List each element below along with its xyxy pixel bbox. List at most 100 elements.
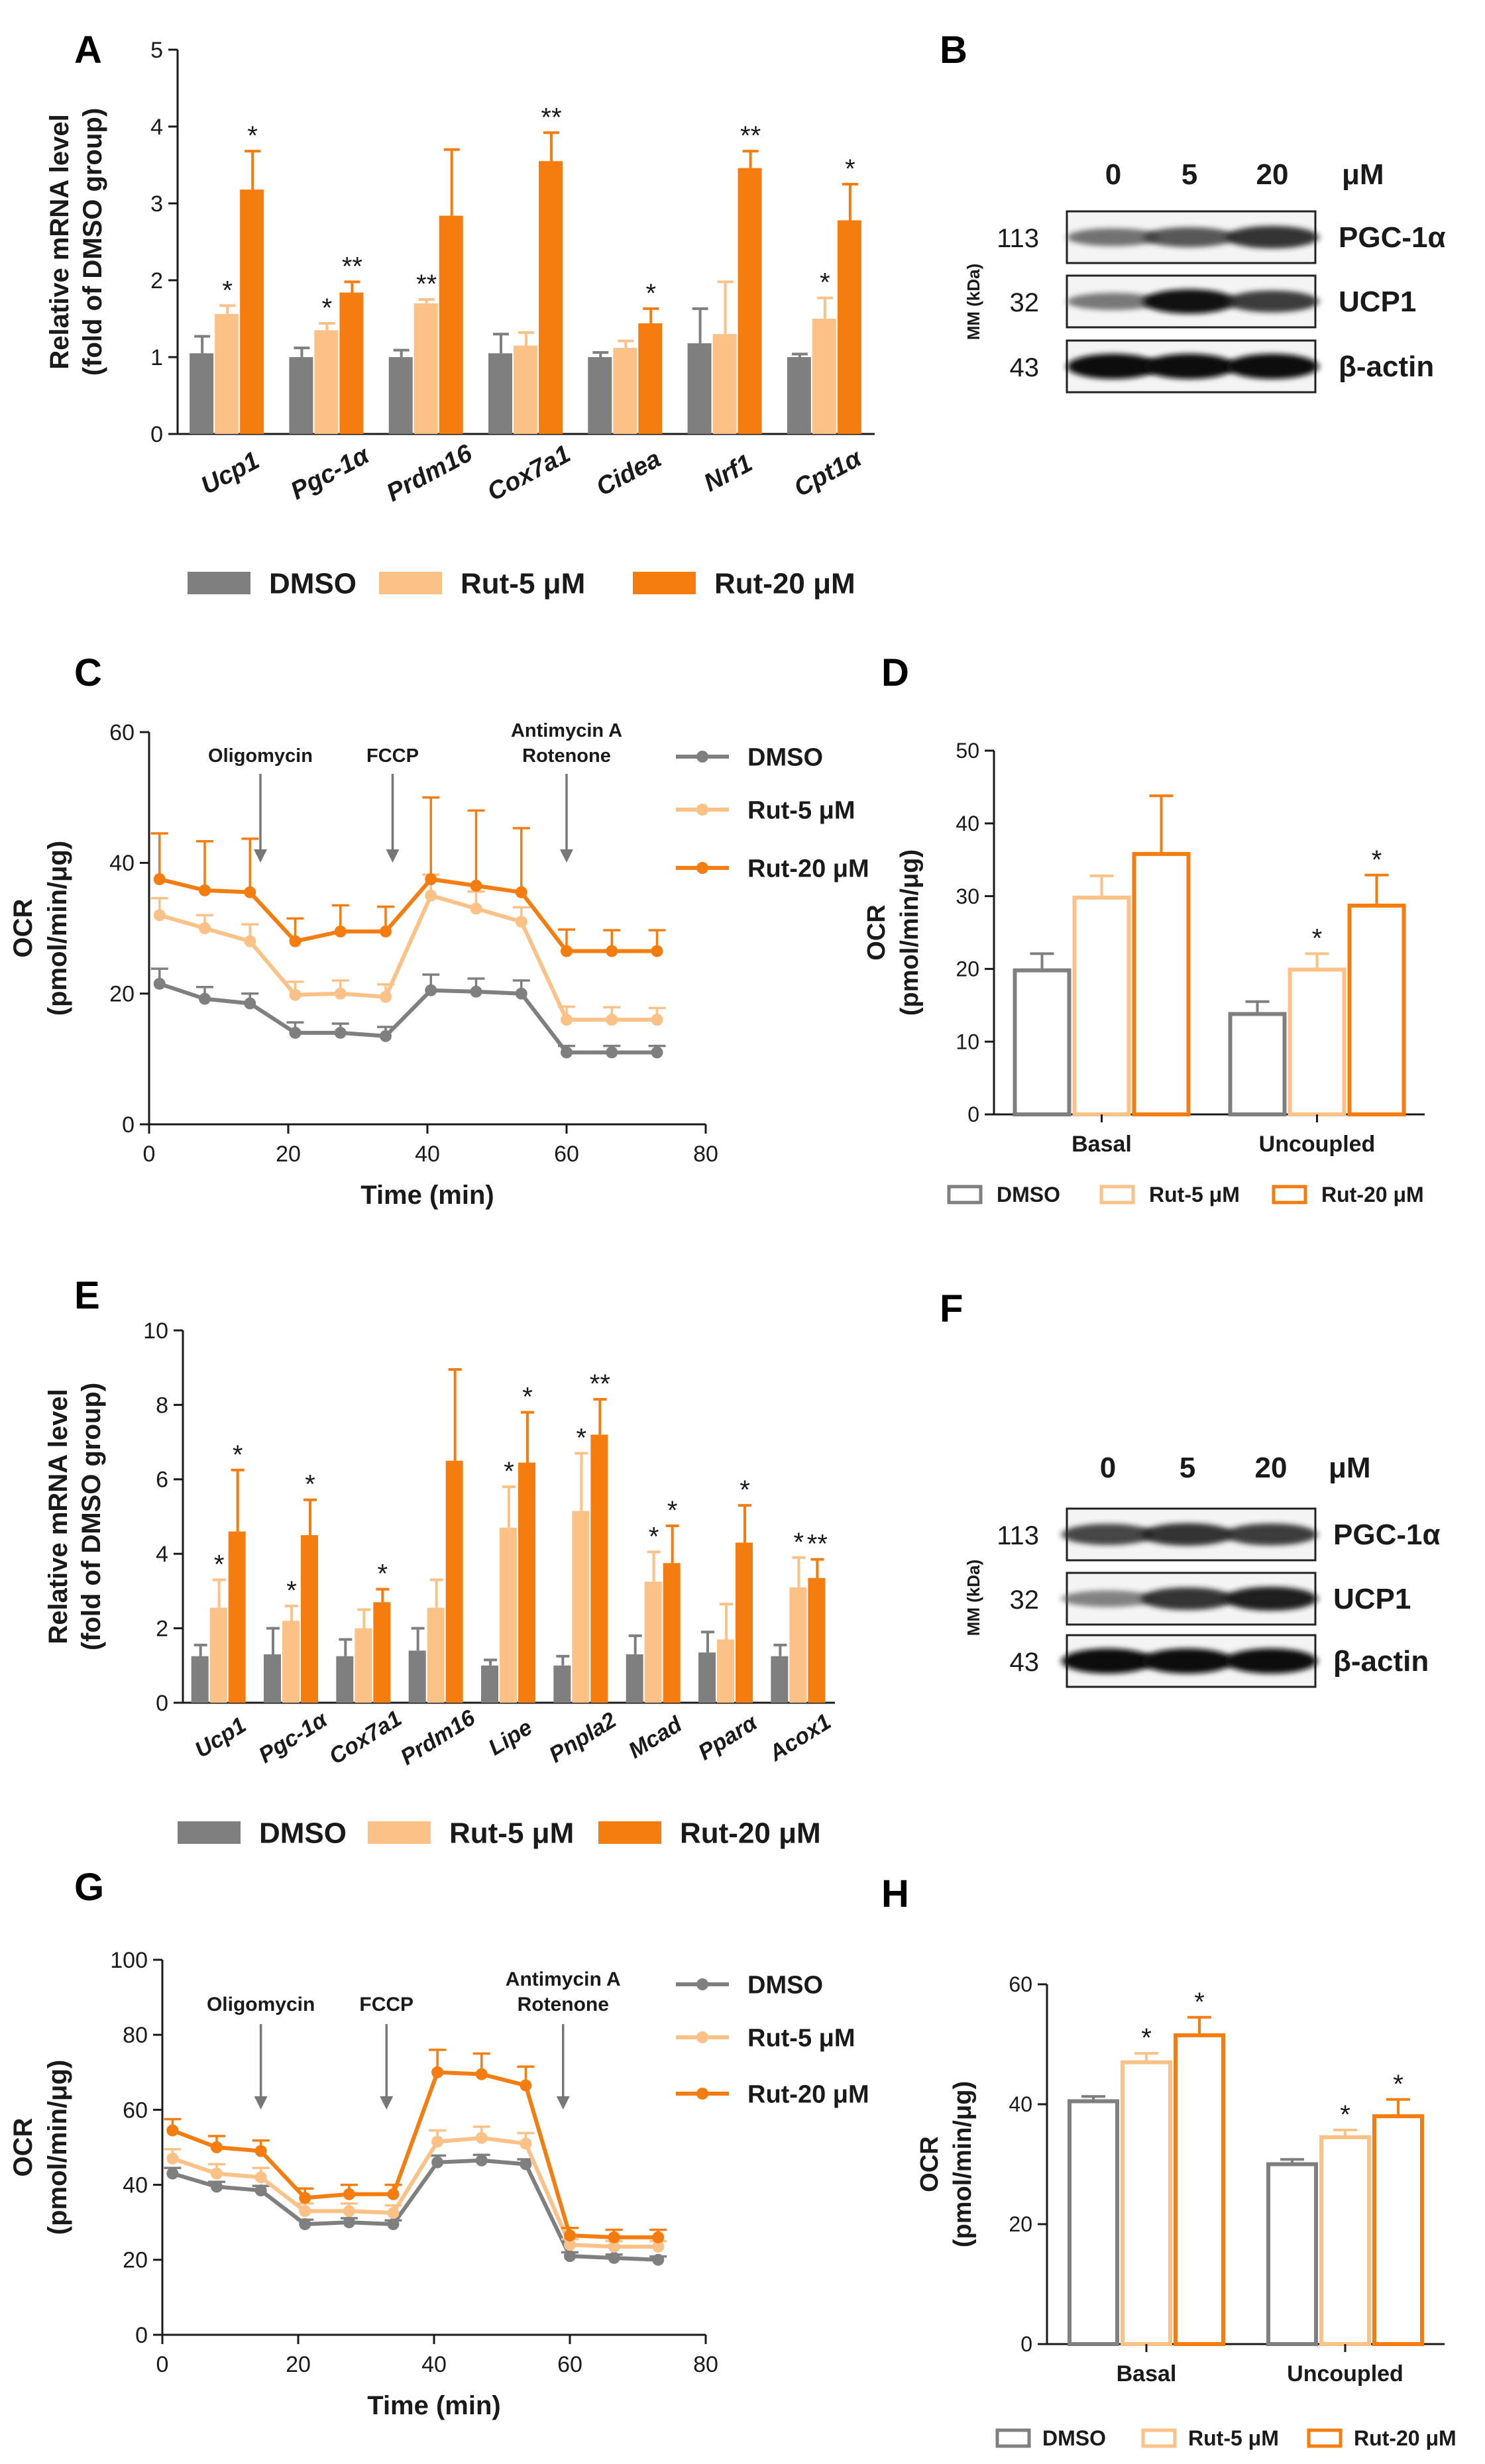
data-point: [515, 987, 527, 1000]
bar: [1072, 895, 1131, 1117]
molecular-weight-label: 113: [997, 1521, 1039, 1550]
legend-label-0: DMSO: [997, 1183, 1060, 1206]
y-axis-label: OCR: [916, 2136, 944, 2192]
data-point: [153, 977, 166, 990]
bar: [445, 1460, 463, 1703]
protein-band: [1225, 1523, 1317, 1546]
bar: [209, 1607, 227, 1703]
y-tick-label: 2: [156, 1617, 168, 1642]
significance-star: **: [807, 1530, 828, 1559]
protein-label: β-actin: [1333, 1645, 1429, 1678]
significance-star: *: [286, 1576, 297, 1605]
x-tick-label: Ucp1: [197, 447, 264, 500]
data-point: [199, 884, 211, 896]
significance-star: *: [649, 1522, 659, 1551]
bar: [1068, 2099, 1119, 2347]
protein-band: [1143, 289, 1236, 314]
dose-label: 0: [1105, 158, 1121, 191]
y-tick-label: 20: [109, 982, 135, 1007]
molecular-weight-label: 113: [997, 224, 1039, 253]
x-tick-label: Nrf1: [700, 449, 757, 498]
dose-unit: μM: [1342, 158, 1384, 191]
y-axis-label: (fold of DMSO group): [77, 1383, 106, 1650]
legend-label-0: DMSO: [747, 1971, 823, 1999]
x-tick-label: Acox1: [764, 1709, 836, 1767]
data-point: [431, 2156, 444, 2169]
dose-label: 5: [1182, 158, 1197, 191]
protein-band: [1062, 1648, 1154, 1674]
data-point: [254, 2184, 267, 2197]
significance-star: **: [541, 103, 561, 132]
y-tick-label: 3: [150, 191, 163, 217]
panel-letter-a: A: [74, 28, 102, 72]
legend-swatch-0: [178, 1821, 241, 1844]
mm-axis-label: MM (kDa): [963, 264, 983, 341]
protein-band: [1141, 1648, 1234, 1674]
protein-band: [1141, 1587, 1234, 1610]
y-tick-label: 30: [956, 884, 979, 908]
bar: [1132, 851, 1191, 1117]
data-point: [651, 1014, 663, 1026]
x-tick-label: 60: [554, 1142, 579, 1167]
data-point: [652, 2240, 665, 2253]
significance-star: *: [845, 154, 855, 184]
y-tick-label: 4: [156, 1542, 168, 1567]
significance-star: **: [590, 1369, 610, 1399]
injection-label: FCCP: [359, 1994, 413, 2015]
x-tick-label: Pnpla2: [545, 1707, 621, 1768]
legend-label-1: Rut-5 μM: [747, 796, 855, 824]
bar: [588, 357, 612, 434]
data-point: [520, 2137, 532, 2150]
panel-d-ocr-bar-chart: 0 10 20 30 40 50 Basal * * Uncoupled OCR (pmol/min/…: [863, 739, 1425, 1206]
legend-label-0: DMSO: [747, 743, 823, 771]
injection-label: Rotenone: [518, 1994, 609, 2015]
bar: [488, 353, 512, 434]
x-tick-label: Basal: [1117, 2361, 1177, 2386]
panel-letter-d: D: [881, 651, 909, 694]
y-tick-label: 100: [110, 1948, 148, 1973]
x-tick-label: Mcad: [624, 1711, 687, 1764]
protein-band: [1067, 228, 1160, 246]
legend-label-2: Rut-20 μM: [1354, 2426, 1457, 2450]
bar: [736, 1542, 753, 1703]
y-axis-label: (fold of DMSO group): [78, 108, 107, 376]
x-tick-label: Uncoupled: [1259, 1132, 1376, 1157]
x-tick-label: 0: [143, 1142, 156, 1167]
bar: [789, 1587, 807, 1703]
bar: [314, 330, 339, 434]
bar: [638, 323, 663, 434]
x-tick-label: 20: [286, 2352, 311, 2377]
data-point: [211, 2180, 223, 2193]
data-point: [608, 2240, 620, 2253]
bar: [264, 1654, 281, 1703]
y-tick-label: 40: [1009, 2092, 1032, 2116]
y-tick-label: 5: [150, 38, 163, 63]
protein-label: PGC-1α: [1339, 221, 1446, 254]
protein-band: [1226, 226, 1319, 248]
data-point: [299, 2218, 311, 2231]
series-line-0: [158, 982, 657, 1055]
data-point: [254, 2145, 267, 2157]
data-point: [470, 902, 482, 915]
y-tick-label: 0: [150, 422, 163, 447]
bar: [1288, 967, 1347, 1117]
x-tick-label: Pgc-1α: [286, 441, 374, 505]
protein-band: [1225, 1648, 1317, 1674]
y-tick-label: 40: [109, 851, 135, 876]
injection-label: Oligomycin: [208, 745, 313, 767]
legend-swatch-0: [995, 2428, 1031, 2448]
data-point: [606, 1014, 618, 1026]
significance-star: *: [378, 1560, 388, 1589]
data-point: [564, 2229, 576, 2242]
y-tick-label: 0: [1020, 2332, 1032, 2356]
significance-star: *: [522, 1383, 533, 1412]
bar: [373, 1602, 391, 1703]
y-tick-label: 1: [150, 345, 163, 370]
bar: [301, 1535, 318, 1703]
data-point: [299, 2205, 311, 2218]
x-tick-label: Prdm16: [382, 439, 478, 508]
bar: [339, 292, 364, 434]
molecular-weight-label: 43: [1010, 1648, 1040, 1677]
bar: [228, 1531, 246, 1703]
data-point: [425, 984, 437, 996]
